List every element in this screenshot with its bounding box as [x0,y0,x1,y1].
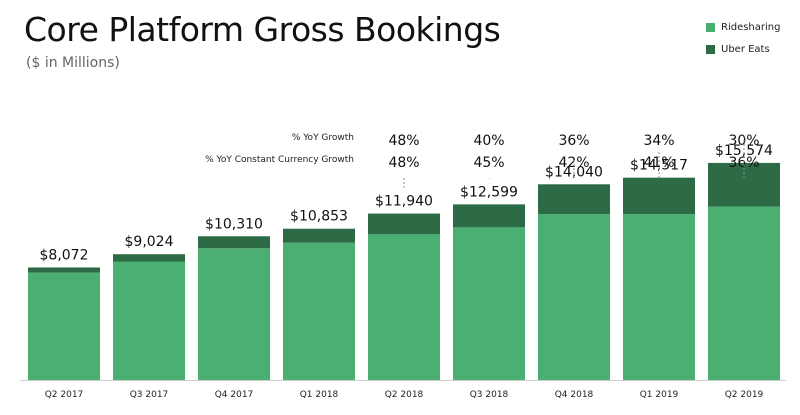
bar-total-label: $10,853 [290,209,348,225]
legend-label-uber-eats: Uber Eats [721,44,770,55]
bar-total-label: $12,599 [460,184,518,200]
yoy-cc-growth-value: 48% [388,155,419,171]
chart-title: Core Platform Gross Bookings [24,10,501,49]
bar-segment-uber-eats [113,254,185,262]
yoy-growth-value: 40% [473,133,504,149]
bar-segment-ridesharing [28,272,100,380]
bar-segment-uber-eats [283,228,355,243]
bar-segment-uber-eats [198,236,270,249]
yoy-cc-growth-value: 45% [473,155,504,171]
yoy-cc-growth-value: 41% [643,155,674,171]
bar-segment-ridesharing [708,206,780,380]
yoy-growth-value: 36% [558,133,589,149]
yoy-growth-label: % YoY Growth [291,133,354,143]
bar-segment-uber-eats [538,184,610,215]
bar-segment-ridesharing [453,227,525,380]
bar-total-label: $8,072 [40,247,89,263]
bar-segment-uber-eats [28,267,100,273]
bar-segment-ridesharing [538,214,610,380]
bar-segment-ridesharing [113,261,185,380]
bar-segment-ridesharing [623,214,695,380]
bar-total-label: $9,024 [125,234,174,250]
x-tick-label: Q1 2018 [300,390,339,400]
x-tick-label: Q3 2018 [470,390,509,400]
bar-segment-uber-eats [708,162,780,207]
x-tick-label: Q2 2017 [45,390,84,400]
x-tick-label: Q3 2017 [130,390,169,400]
x-tick-label: Q2 2019 [725,390,764,400]
bar-segment-ridesharing [198,248,270,380]
legend-swatch-ridesharing [706,23,715,32]
bar-segment-uber-eats [453,204,525,228]
bar-segment-uber-eats [368,213,440,235]
x-tick-label: Q1 2019 [640,390,679,400]
legend: Ridesharing Uber Eats [706,20,780,64]
legend-label-ridesharing: Ridesharing [721,22,781,33]
x-tick-label: Q2 2018 [385,390,424,400]
chart-subtitle: ($ in Millions) [26,55,120,71]
bar-segment-ridesharing [283,242,355,380]
x-tick-label: Q4 2018 [555,390,594,400]
yoy-cc-growth-label: % YoY Constant Currency Growth [205,155,354,165]
legend-item-uber-eats: Uber Eats [706,42,780,57]
bar-total-label: $11,940 [375,194,433,210]
legend-swatch-uber-eats [706,45,715,54]
yoy-growth-value: 48% [388,133,419,149]
bar-total-label: $10,310 [205,216,263,232]
yoy-growth-value: 34% [643,133,674,149]
legend-item-ridesharing: Ridesharing [706,20,780,35]
x-tick-label: Q4 2017 [215,390,254,400]
bar-segment-ridesharing [368,234,440,380]
yoy-cc-growth-value: 42% [558,155,589,171]
bar-total-label: $15,574 [715,143,773,159]
yoy-cc-growth-value: 36% [728,155,759,171]
bar-segment-uber-eats [623,177,695,215]
